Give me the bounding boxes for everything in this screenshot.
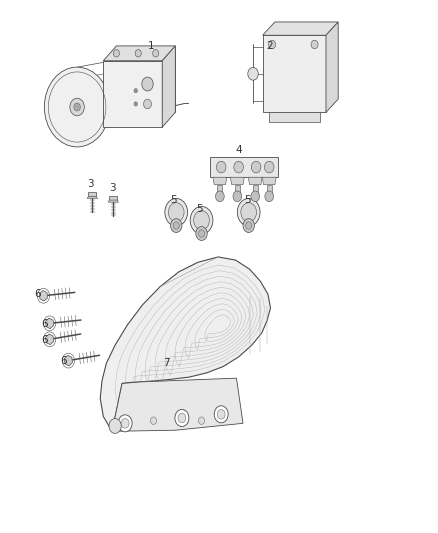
Polygon shape	[230, 177, 244, 184]
Polygon shape	[87, 196, 98, 198]
Circle shape	[233, 191, 242, 201]
Text: 6: 6	[41, 335, 48, 345]
Text: 6: 6	[41, 319, 48, 329]
Circle shape	[170, 219, 182, 232]
Text: 7: 7	[163, 358, 170, 368]
Circle shape	[113, 50, 120, 57]
Circle shape	[251, 161, 261, 173]
Text: 3: 3	[109, 183, 115, 193]
Circle shape	[118, 415, 132, 432]
Circle shape	[217, 409, 225, 419]
Polygon shape	[198, 220, 205, 231]
Polygon shape	[263, 35, 326, 112]
Polygon shape	[39, 290, 47, 301]
Circle shape	[70, 98, 84, 116]
Circle shape	[150, 417, 156, 424]
Polygon shape	[103, 61, 162, 127]
Polygon shape	[269, 112, 320, 122]
Text: 5: 5	[244, 195, 251, 205]
Circle shape	[268, 41, 276, 49]
Circle shape	[248, 67, 258, 80]
Circle shape	[109, 418, 121, 433]
Circle shape	[175, 409, 189, 426]
Text: 4: 4	[235, 144, 242, 155]
Text: 3: 3	[87, 179, 93, 189]
Polygon shape	[217, 184, 223, 193]
Polygon shape	[162, 46, 175, 127]
Circle shape	[251, 191, 260, 201]
Polygon shape	[46, 318, 53, 329]
Polygon shape	[235, 184, 240, 193]
Text: 6: 6	[61, 356, 67, 366]
Circle shape	[196, 227, 207, 240]
Circle shape	[168, 203, 184, 222]
Circle shape	[194, 211, 209, 230]
Circle shape	[74, 103, 81, 111]
Polygon shape	[253, 184, 258, 193]
Polygon shape	[263, 22, 338, 35]
Circle shape	[178, 413, 186, 423]
Polygon shape	[210, 157, 278, 177]
Polygon shape	[248, 177, 262, 184]
Text: 5: 5	[196, 204, 203, 214]
Circle shape	[134, 88, 138, 93]
Polygon shape	[100, 257, 271, 431]
Circle shape	[265, 191, 274, 201]
Circle shape	[135, 50, 141, 57]
Polygon shape	[103, 46, 175, 61]
Text: 2: 2	[266, 41, 272, 51]
Polygon shape	[262, 177, 276, 184]
Text: 1: 1	[148, 41, 155, 51]
Circle shape	[198, 417, 205, 424]
Polygon shape	[246, 212, 252, 223]
Circle shape	[234, 161, 244, 173]
Circle shape	[214, 406, 228, 423]
Circle shape	[165, 198, 187, 226]
Circle shape	[241, 203, 257, 222]
Polygon shape	[64, 356, 72, 366]
Circle shape	[237, 198, 260, 226]
Circle shape	[265, 161, 274, 173]
Circle shape	[190, 206, 213, 234]
Circle shape	[243, 219, 254, 232]
Text: 5: 5	[170, 195, 177, 205]
Polygon shape	[46, 334, 53, 345]
Polygon shape	[88, 192, 96, 196]
Circle shape	[134, 102, 138, 106]
Circle shape	[142, 77, 153, 91]
Circle shape	[152, 50, 159, 57]
Polygon shape	[108, 200, 119, 202]
Circle shape	[311, 41, 318, 49]
Circle shape	[144, 99, 152, 109]
Polygon shape	[173, 212, 179, 223]
Polygon shape	[267, 184, 272, 193]
Polygon shape	[112, 378, 243, 431]
Circle shape	[216, 161, 226, 173]
Circle shape	[173, 222, 179, 229]
Circle shape	[215, 191, 224, 201]
Polygon shape	[117, 46, 175, 112]
Circle shape	[246, 222, 252, 229]
Polygon shape	[326, 22, 338, 112]
Polygon shape	[110, 196, 117, 200]
Text: 6: 6	[35, 289, 41, 299]
Circle shape	[121, 418, 129, 428]
Circle shape	[198, 230, 205, 237]
Circle shape	[44, 67, 110, 147]
Polygon shape	[213, 177, 227, 184]
